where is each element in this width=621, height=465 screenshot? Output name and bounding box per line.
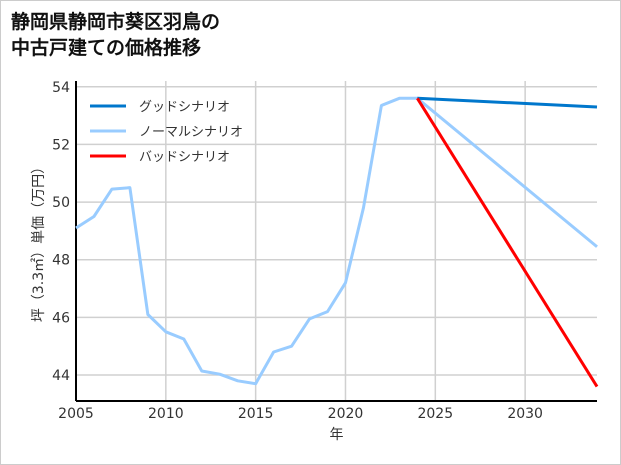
series-line-2 [416, 97, 599, 388]
title-line-1: 静岡県静岡市葵区羽鳥の [11, 11, 221, 33]
x-axis-label: 年 [330, 427, 344, 443]
y-tick-label: 44 [52, 368, 70, 384]
x-tick-label: 2030 [507, 406, 543, 422]
y-tick-label: 50 [52, 195, 70, 211]
x-tick-label: 2005 [58, 406, 94, 422]
chart-title: 静岡県静岡市葵区羽鳥の 中古戸建ての価格推移 [11, 9, 220, 61]
x-tick-label: 2025 [417, 406, 453, 422]
title-line-2: 中古戸建ての価格推移 [11, 37, 202, 59]
y-tick-label: 54 [52, 80, 70, 96]
x-tick-label: 2020 [328, 406, 364, 422]
x-tick-label: 2015 [238, 406, 274, 422]
series-line-0 [417, 96, 598, 109]
y-axis-label: 坪（3.3㎡）単価（万円） [31, 160, 47, 322]
x-tick-label: 2010 [148, 406, 184, 422]
legend-label-1: ノーマルシナリオ [139, 125, 243, 140]
y-tick-label: 48 [52, 253, 70, 269]
legend-label-0: グッドシナリオ [139, 100, 230, 115]
legend-label-2: バッドシナリオ [139, 150, 230, 165]
y-tick-label: 46 [52, 310, 70, 326]
y-tick-label: 52 [52, 137, 70, 153]
series-line-1 [75, 96, 598, 386]
